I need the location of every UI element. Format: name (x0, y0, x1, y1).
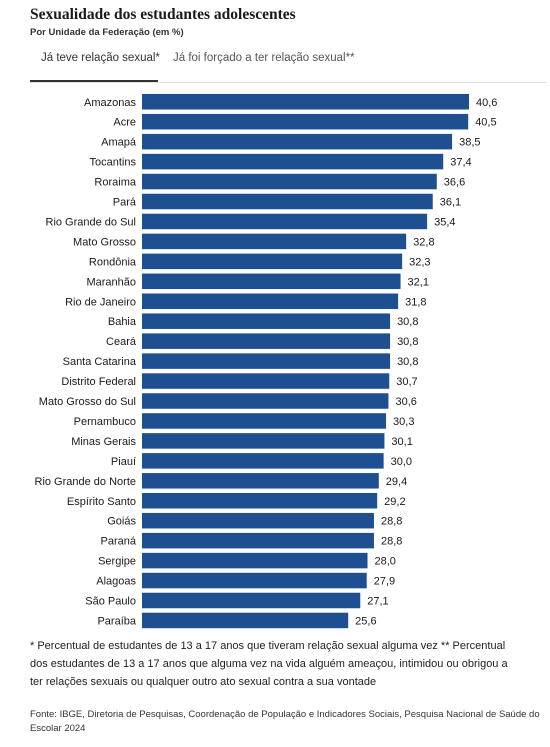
category-label: Rio Grande do Norte (35, 476, 137, 488)
value-label: 28,8 (381, 516, 402, 528)
category-label: Pernambuco (74, 416, 136, 428)
bar (142, 293, 399, 309)
value-label: 30,8 (397, 356, 418, 368)
category-label: Espírito Santo (67, 496, 136, 508)
value-label: 29,4 (386, 476, 407, 488)
value-label: 36,6 (444, 177, 465, 189)
category-label: Santa Catarina (63, 356, 137, 368)
category-label: Mato Grosso (73, 236, 136, 248)
bar (142, 313, 391, 329)
bar (142, 612, 349, 629)
category-label: Ceará (106, 336, 137, 348)
value-label: 28,0 (375, 556, 396, 568)
bar (142, 512, 374, 529)
bar (142, 532, 374, 549)
bar (142, 453, 384, 469)
bar (142, 572, 367, 589)
tab-ja-teve-relacao[interactable]: Já teve relação sexual* (41, 52, 160, 64)
bar (142, 94, 469, 110)
category-label: Goiás (107, 516, 136, 528)
chart-title: Sexualidade dos estudantes adolescentes (30, 6, 296, 23)
value-label: 30,6 (395, 396, 416, 408)
bar (142, 473, 379, 489)
category-label: Pará (113, 197, 137, 209)
category-label: Roraima (94, 177, 136, 189)
footnote: * Percentual de estudantes de 13 a 17 an… (30, 640, 508, 688)
bar (142, 253, 403, 270)
category-label: Distrito Federal (61, 376, 136, 388)
value-label: 30,1 (391, 436, 412, 448)
bar (142, 193, 433, 210)
category-label: Sergipe (98, 556, 136, 568)
bar (142, 433, 385, 449)
bar (142, 493, 378, 509)
value-label: 30,0 (391, 456, 412, 468)
category-label: Piauí (111, 456, 136, 468)
bar (142, 133, 453, 150)
value-label: 32,3 (409, 256, 430, 268)
value-label: 25,6 (355, 615, 376, 627)
value-label: 30,8 (397, 336, 418, 348)
bar (142, 213, 428, 230)
bar (142, 173, 437, 190)
category-label: Tocantins (90, 157, 137, 169)
bar (142, 592, 361, 609)
category-label: Minas Gerais (71, 436, 136, 448)
category-label: Rio de Janeiro (65, 296, 136, 308)
value-label: 30,3 (393, 416, 414, 428)
value-label: 30,8 (397, 316, 418, 328)
bar (142, 113, 469, 130)
category-label: Alagoas (96, 576, 136, 588)
bar (142, 393, 389, 409)
category-label: Amapá (101, 137, 137, 149)
value-label: 31,8 (405, 296, 426, 308)
value-label: 35,4 (434, 216, 455, 228)
bar (142, 353, 391, 369)
active-tab-indicator (30, 80, 158, 82)
value-label: 32,1 (408, 276, 429, 288)
value-label: 36,1 (440, 197, 461, 209)
tab-ja-foi-forcado[interactable]: Já foi forçado a ter relação sexual** (173, 52, 355, 64)
category-label: Mato Grosso do Sul (39, 396, 136, 408)
category-label: Bahia (108, 316, 137, 328)
value-label: 40,6 (476, 97, 497, 109)
bar (142, 413, 387, 429)
category-label: Maranhão (86, 276, 136, 288)
chart-subtitle: Por Unidade da Federação (em %) (30, 27, 184, 38)
value-label: 27,1 (367, 596, 388, 608)
category-label: Rio Grande do Sul (46, 216, 137, 228)
value-label: 32,8 (413, 236, 434, 248)
category-label: Acre (113, 117, 136, 129)
bar (142, 552, 368, 569)
tab-bar: Já teve relação sexual* Já foi forçado a… (30, 44, 547, 83)
category-label: Rondônia (89, 256, 137, 268)
value-label: 40,5 (475, 117, 496, 129)
value-label: 29,2 (384, 496, 405, 508)
category-label: Paraná (101, 536, 137, 548)
value-label: 30,7 (396, 376, 417, 388)
value-label: 27,9 (374, 576, 395, 588)
bar-chart: Amazonas 40,6 Acre 40,5 Amapá 38,5 Tocantins 37… (35, 94, 497, 629)
bar (142, 233, 407, 250)
category-label: Amazonas (84, 97, 136, 109)
category-label: São Paulo (85, 596, 136, 608)
bar (142, 153, 444, 170)
bar (142, 333, 391, 349)
value-label: 37,4 (450, 157, 471, 169)
bar (142, 373, 390, 389)
bar (142, 273, 401, 290)
category-label: Paraíba (97, 615, 136, 627)
source-note: Fonte: IBGE, Diretoria de Pesquisas, Coo… (30, 709, 540, 734)
value-label: 38,5 (459, 137, 480, 149)
value-label: 28,8 (381, 536, 402, 548)
